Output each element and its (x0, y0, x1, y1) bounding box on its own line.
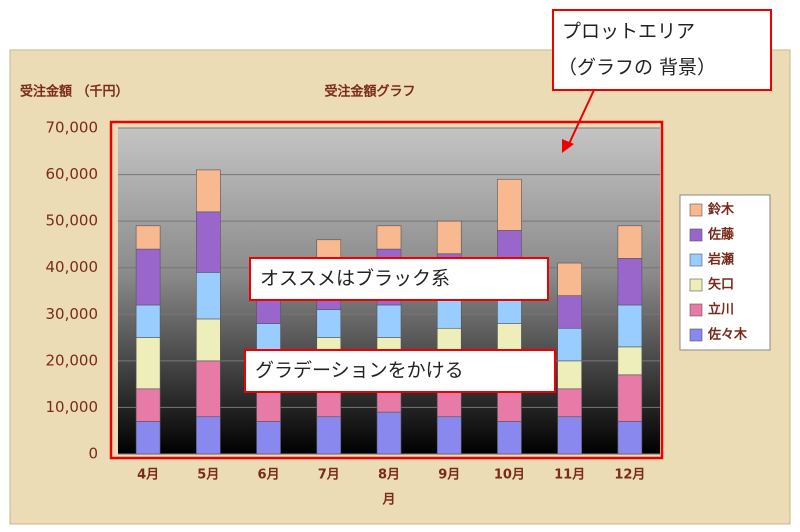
bar-segment (617, 258, 643, 306)
bar-segment (617, 346, 643, 376)
legend-swatch (689, 203, 703, 217)
bar-segment (557, 262, 582, 296)
x-tick-label: 7月 (318, 468, 340, 483)
bar-segment (135, 225, 161, 250)
legend-swatch (689, 278, 703, 292)
bar-segment (196, 318, 221, 362)
legend-label: 佐藤 (707, 227, 735, 243)
bar-segment (557, 327, 582, 362)
x-tick-label: 10月 (494, 468, 525, 483)
bar-segment (135, 421, 161, 455)
callout-text: （グラフの 背景） (558, 57, 716, 79)
legend-label: 立川 (708, 302, 734, 318)
y-tick-label: 20,000 (46, 351, 99, 369)
note-box (244, 349, 556, 393)
bar-segment (436, 220, 462, 255)
x-tick-label: 5月 (197, 468, 219, 483)
x-tick-label: 9月 (438, 468, 460, 483)
bar-segment (376, 225, 402, 250)
bar-segment (557, 295, 582, 329)
legend-label: 鈴木 (708, 202, 735, 218)
bar-segment (436, 416, 462, 455)
bar-segment (497, 178, 522, 231)
x-tick-label: 8月 (378, 468, 400, 483)
y-tick-label: 10,000 (46, 398, 99, 416)
bar-segment (256, 300, 281, 324)
y-tick-label: 30,000 (46, 305, 99, 323)
bar-segment (316, 309, 342, 338)
legend-swatch (689, 303, 703, 317)
bar-segment (135, 304, 161, 338)
bar-segment (316, 239, 342, 259)
callout-text: プロットエリア (562, 21, 695, 43)
bar-segment (316, 388, 342, 418)
bar-segment (196, 416, 221, 455)
y-axis-label: 受注金額 （千円） (20, 84, 129, 100)
legend-label: 岩瀬 (707, 252, 734, 268)
arrow-head (562, 139, 574, 153)
bar-segment (617, 304, 643, 348)
y-tick-label: 0 (88, 445, 98, 463)
callout-arrow (567, 89, 595, 147)
legend-swatch (689, 328, 703, 342)
bar-segment (135, 388, 161, 422)
bar-segment (376, 304, 402, 338)
bar-segment (196, 169, 221, 213)
chart-title: 受注金額グラフ (324, 84, 415, 100)
bar-segment (196, 360, 221, 418)
y-tick-label: 50,000 (46, 212, 99, 230)
legend-label: 矢口 (708, 277, 734, 293)
note-text: グラデーションをかける (255, 360, 464, 382)
x-tick-label: 11月 (554, 468, 585, 483)
bar-segment (196, 211, 221, 273)
x-tick-label: 4月 (137, 468, 159, 483)
bar-segment (316, 416, 342, 455)
bar-segment (436, 300, 462, 329)
bar-segment (617, 421, 643, 455)
bar-segment (256, 421, 281, 455)
legend-label: 佐々木 (707, 327, 748, 343)
x-tick-label: 6月 (258, 468, 280, 483)
y-tick-label: 60,000 (46, 165, 99, 183)
legend-swatch (689, 253, 703, 267)
bar-segment (557, 388, 582, 418)
y-tick-label: 70,000 (46, 119, 99, 137)
legend-swatch (689, 228, 703, 242)
bar-segment (557, 416, 582, 455)
bar-segment (196, 272, 221, 320)
bar-segment (376, 411, 402, 455)
callout-box (552, 9, 772, 91)
x-tick-label: 12月 (614, 468, 645, 483)
y-tick-label: 40,000 (46, 258, 99, 276)
note-text: オススメはブラック系 (260, 267, 450, 290)
bar-segment (557, 360, 582, 390)
bar-segment (617, 374, 643, 422)
legend-box (679, 194, 771, 351)
bar-segment (497, 421, 522, 455)
highlight-frame (109, 120, 664, 460)
bar-segment (135, 248, 161, 306)
x-axis-label: 月 (381, 493, 395, 508)
bar-segment (617, 225, 643, 259)
bar-segment (135, 337, 161, 390)
note-box (249, 257, 549, 301)
bar-segment (497, 300, 522, 324)
